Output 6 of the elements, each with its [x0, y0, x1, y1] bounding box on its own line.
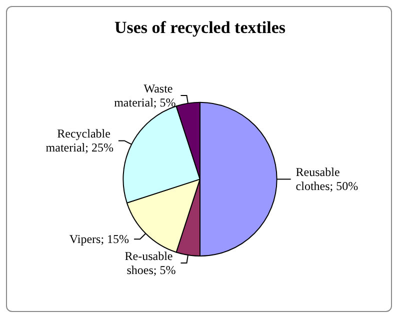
slice-label: Waste material; 5%: [114, 81, 176, 110]
slice-label: Reusable clothes; 50%: [296, 165, 358, 194]
slice-label: Vipers; 15%: [69, 232, 130, 246]
slice-label: Recyclable material; 25%: [46, 126, 114, 155]
chart-title: Uses of recycled textiles: [114, 18, 286, 37]
slice-label: Re-usable shoes; 5%: [124, 248, 176, 277]
